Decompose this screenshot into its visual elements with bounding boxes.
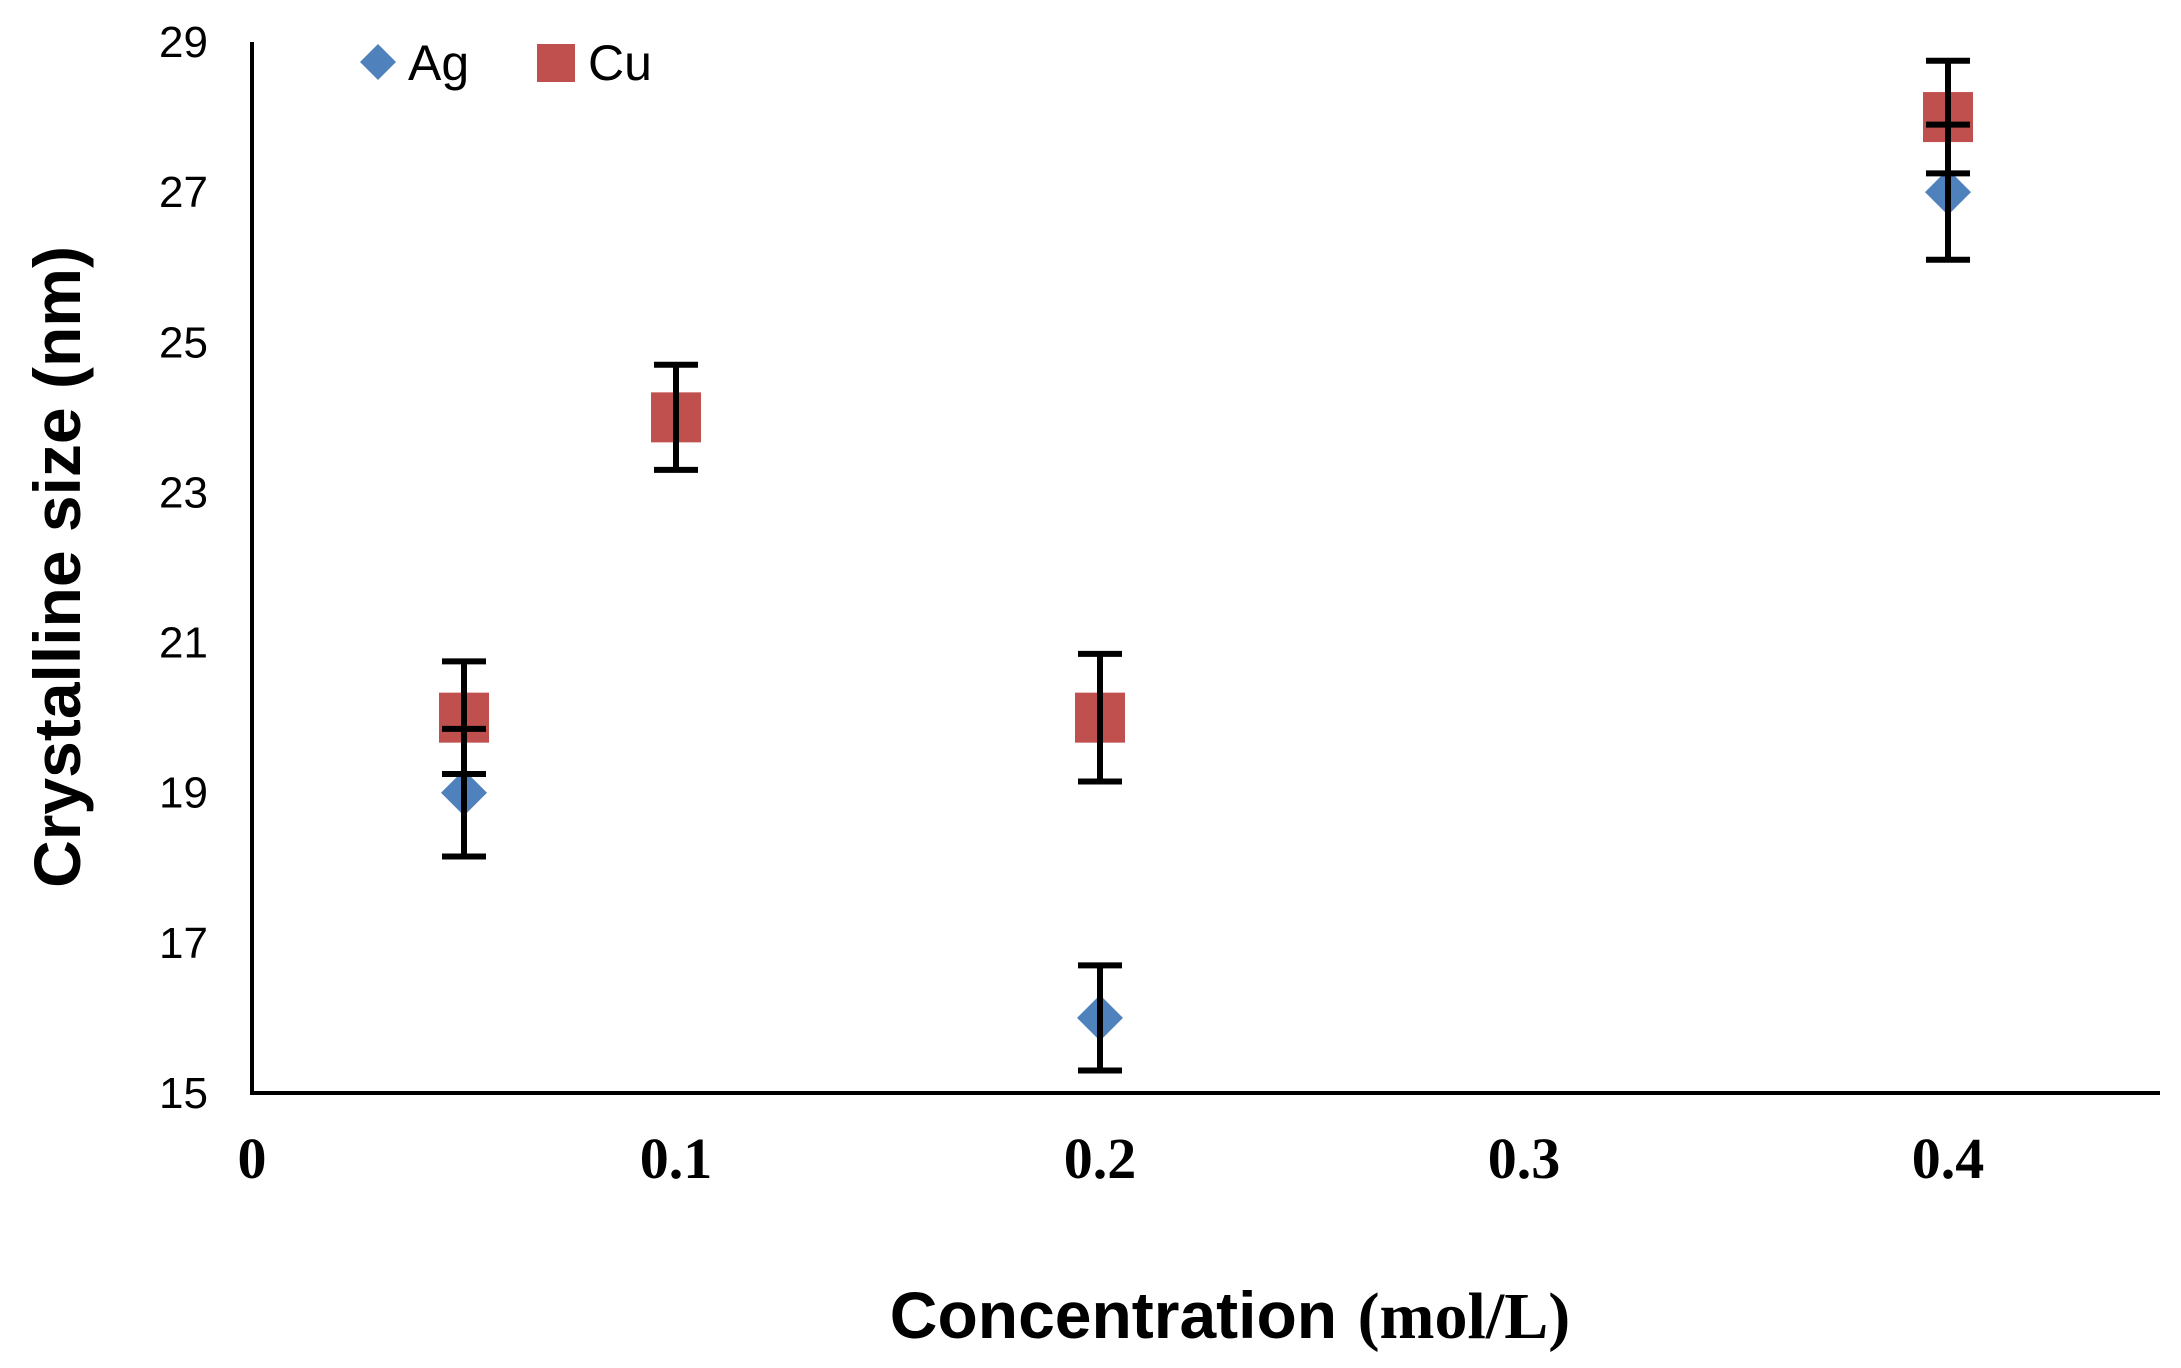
y-tick-label: 15 (159, 1069, 208, 1118)
y-tick-label: 25 (159, 318, 208, 367)
x-axis-title-unit: (mol/L) (1358, 1280, 1571, 1353)
x-axis-title-main: Concentration (890, 1278, 1337, 1352)
y-tick-label: 29 (159, 18, 208, 67)
x-axis-title: Concentration (mol/L) (890, 1278, 1570, 1353)
y-tick-label: 17 (159, 919, 208, 968)
x-tick-label: 0.4 (1912, 1126, 1985, 1191)
cu-error-bar (1926, 57, 1970, 177)
cu-error-bar (654, 361, 698, 473)
y-tick-label: 27 (159, 168, 208, 217)
legend: Ag Cu (360, 35, 652, 91)
legend-label-cu: Cu (588, 35, 652, 91)
x-tick-label: 0.3 (1488, 1126, 1561, 1191)
error-bars (442, 57, 1970, 1074)
x-tick-label: 0 (238, 1126, 267, 1191)
y-axis-title: Crystalline size (nm) (20, 246, 94, 888)
data-markers (439, 92, 1973, 1041)
y-tick-label: 19 (159, 769, 208, 818)
cu-error-bar (442, 658, 486, 777)
legend-label-ag: Ag (408, 35, 469, 91)
legend-cu-square-icon (537, 44, 575, 82)
ag-error-bar (1078, 962, 1122, 1074)
x-tick-label: 0.1 (640, 1126, 713, 1191)
y-tick-labels: 15 17 19 21 23 25 27 29 (159, 18, 208, 1118)
x-tick-labels: 0 0.1 0.2 0.3 0.4 (238, 1126, 1985, 1191)
y-tick-label: 23 (159, 468, 208, 517)
legend-ag-diamond-icon (360, 44, 396, 80)
cu-error-bar (1078, 650, 1122, 785)
x-tick-label: 0.2 (1064, 1126, 1137, 1191)
y-tick-label: 21 (159, 619, 208, 668)
